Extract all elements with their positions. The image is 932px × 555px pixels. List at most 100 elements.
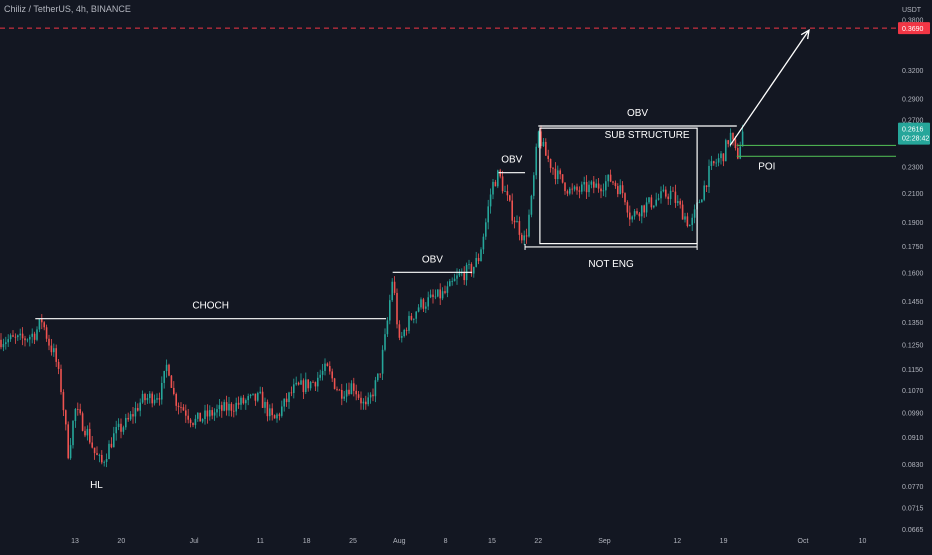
candle-body (355, 390, 357, 395)
candle-body (669, 190, 672, 200)
candle-body (631, 216, 633, 220)
candle-body (372, 394, 374, 397)
candle-body (285, 398, 288, 403)
candle-body (129, 414, 132, 420)
candle-body (105, 459, 108, 462)
candle-body (249, 394, 252, 397)
candle-body (684, 216, 686, 220)
candle-body (518, 221, 521, 235)
candle-body (511, 200, 513, 221)
candle-body (139, 402, 141, 411)
candle-body (720, 153, 722, 159)
not-eng-label: NOT ENG (588, 259, 634, 270)
obv-label: OBV (422, 254, 443, 265)
candle-body (50, 345, 53, 353)
candle-body (331, 371, 333, 379)
candle-body (408, 315, 410, 331)
candle-body (2, 344, 5, 348)
candle-body (209, 410, 211, 417)
candle-body (125, 417, 127, 428)
candle-body (21, 333, 24, 339)
poi-label: POI (758, 161, 775, 172)
candle-body (206, 410, 209, 417)
candle-body (379, 373, 381, 375)
candle-body (629, 212, 631, 220)
candle-body (386, 320, 389, 335)
candle-body (62, 392, 65, 411)
candle-body (645, 202, 648, 213)
candle-body (734, 139, 737, 149)
candle-body (521, 234, 523, 241)
candle-body (151, 393, 153, 404)
candle-body (14, 336, 17, 338)
candle-body (36, 329, 38, 340)
candle-body (705, 185, 708, 187)
candle-body (24, 338, 26, 341)
candle-body (98, 455, 101, 456)
candle-body (55, 348, 57, 362)
candle-body (456, 275, 458, 279)
price-tick: 0.2300 (902, 164, 924, 171)
candle-body (57, 361, 60, 369)
candle-body (53, 348, 55, 353)
candle-body (216, 409, 218, 413)
candle-body (245, 400, 247, 404)
candle-body (523, 235, 525, 241)
candle-body (513, 220, 516, 223)
candle-body (67, 424, 69, 459)
candle-body (667, 196, 669, 200)
candle-body (473, 266, 475, 274)
candle-body (369, 394, 372, 398)
candle-body (446, 286, 449, 293)
candle-body (362, 401, 365, 404)
candle-body (710, 161, 713, 166)
candle-body (557, 170, 559, 180)
price-tick: 0.1450 (902, 299, 924, 306)
time-tick: 25 (349, 538, 357, 545)
candle-body (314, 382, 317, 387)
arrow-head (800, 28, 810, 40)
candle-body (43, 322, 45, 328)
candle-body (633, 211, 636, 217)
sub-structure-box[interactable] (539, 127, 698, 245)
candle-body (293, 384, 295, 394)
candle-body (607, 174, 609, 182)
candle-body (69, 445, 72, 459)
candle-body (156, 398, 158, 400)
candle-body (192, 422, 194, 426)
candle-body (595, 183, 597, 188)
candle-body (417, 307, 420, 312)
candle-body (727, 140, 729, 145)
price-tick: 0.3800 (902, 18, 924, 25)
candle-body (288, 392, 290, 403)
candle-body (393, 281, 396, 293)
candle-body (420, 299, 422, 308)
candle-body (703, 185, 705, 200)
candle-body (182, 407, 185, 411)
candle-body (638, 213, 641, 217)
title-separator: , (70, 4, 76, 14)
candle-body (612, 181, 614, 183)
candle-body (617, 186, 619, 195)
candle-body (177, 405, 180, 408)
candle-body (662, 189, 665, 192)
candle-body (600, 188, 602, 192)
candle-body (470, 264, 473, 274)
candle-body (266, 401, 269, 417)
candle-body (374, 380, 377, 397)
candle-body (398, 324, 401, 338)
price-tick: 0.0770 (902, 484, 924, 491)
candle-body (300, 380, 302, 385)
candle-body (343, 396, 345, 399)
candle-body (444, 291, 446, 293)
candle-body (653, 205, 655, 208)
target-arrow[interactable] (729, 29, 810, 146)
candle-body (237, 402, 240, 405)
candle-body (141, 393, 144, 403)
candle-body (468, 264, 470, 265)
candle-body (725, 140, 727, 162)
candle-body (213, 412, 216, 416)
price-tick: 0.3200 (902, 68, 924, 75)
